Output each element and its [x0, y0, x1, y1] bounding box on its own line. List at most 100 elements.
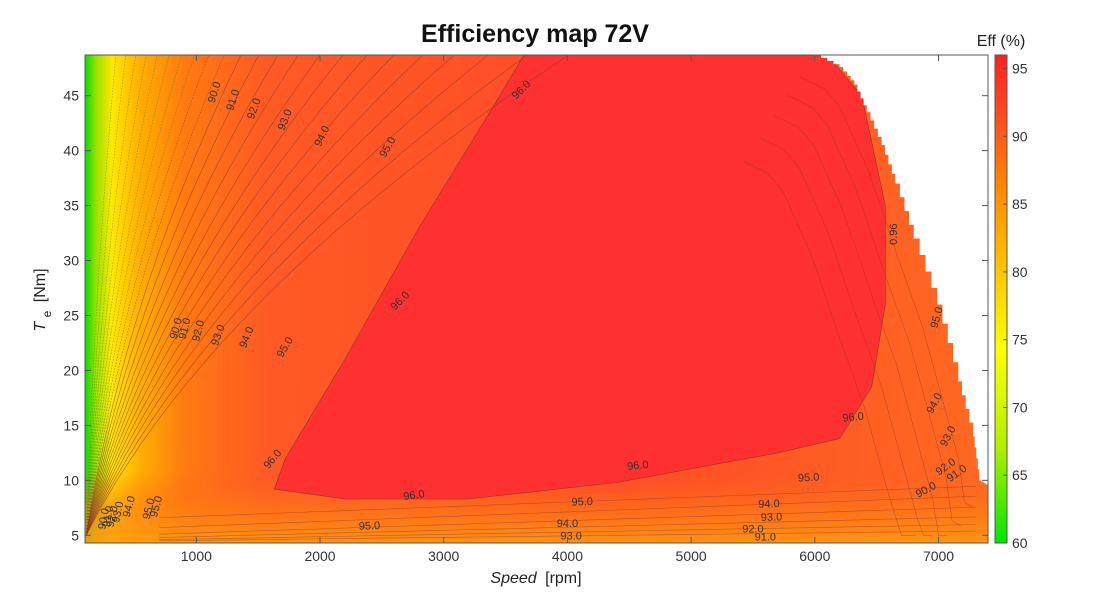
contour-label: 95.0: [929, 306, 946, 330]
svg-text:T e [Nm]: T e [Nm]: [32, 268, 55, 331]
contour-line: [85, 55, 489, 536]
y-axis-label: T e [Nm]: [32, 268, 55, 331]
contour-line: [85, 55, 279, 536]
contour-line: [85, 55, 394, 536]
contour-line: [85, 55, 170, 536]
contour-label: 95.0: [359, 520, 381, 533]
colorbar-tick-label: 85: [1012, 196, 1028, 212]
contour-line: [85, 55, 195, 536]
contour-line: [85, 55, 569, 536]
colorbar-tick-label: 70: [1012, 399, 1028, 415]
contour-line: [85, 55, 117, 536]
colorbar-ticks: 60 65 70 75 80 85 90 95: [1003, 61, 1028, 551]
contour-label: 91.0: [101, 505, 117, 528]
contour-line: [85, 55, 127, 536]
contour-label: 93.0: [560, 530, 581, 542]
x-tick-label: 7000: [923, 548, 954, 564]
y-tick-label: 15: [63, 417, 79, 433]
y-tick-label: 5: [71, 527, 79, 543]
y-tick-label: 10: [63, 472, 79, 488]
contour-line: [85, 55, 209, 536]
contour-line: [787, 95, 961, 527]
x-axis-label-name: Speed: [490, 570, 537, 587]
colorbar: [994, 54, 1008, 544]
x-tick-label: 5000: [676, 548, 707, 564]
colorbar-tick-label: 95: [1012, 61, 1028, 77]
max-torque-envelope: [814, 55, 988, 486]
contour-line: [85, 55, 528, 536]
efficiency-96-region: [273, 55, 886, 500]
colorbar-label: Eff (%): [977, 33, 1026, 50]
contour-line: [85, 55, 455, 536]
contour-label: 95.0: [141, 497, 158, 521]
colorbar-tick-label: 90: [1012, 128, 1028, 144]
y-axis-label-subscript: e: [40, 310, 54, 317]
contour-label: 92.0: [105, 505, 121, 528]
contour-line: [799, 76, 974, 509]
contour-label: 96.0: [842, 411, 865, 425]
contour-line: [85, 55, 225, 536]
contour-label: 95.0: [571, 496, 593, 509]
plot-frame: [84, 54, 989, 544]
contour-label: 94.0: [758, 498, 780, 511]
y-tick-label: 40: [63, 143, 79, 159]
y-axis: 5 10 15 20 25 30 35 40 45: [63, 88, 988, 543]
y-tick-label: 30: [63, 253, 79, 269]
contour-line: [85, 55, 147, 536]
contour-label: 92.0: [742, 524, 763, 536]
contour-line: [85, 55, 321, 536]
y-tick-label: 20: [63, 362, 79, 378]
contour-label: 95.0: [148, 495, 165, 519]
colorbar-tick-label: 80: [1012, 264, 1028, 280]
contour-line: [85, 55, 368, 536]
y-tick-label: 35: [63, 198, 79, 214]
contour-line: [773, 115, 948, 536]
contour-label: 90.0: [96, 507, 112, 530]
y-axis-label-symbol: T: [32, 321, 49, 332]
contour-label: 94.0: [557, 518, 578, 530]
contour-label: 0.96: [888, 223, 900, 244]
contour-label: 91.0: [755, 531, 776, 543]
x-axis-label-unit: [rpm]: [545, 570, 581, 587]
contour-line: [159, 530, 976, 542]
contour-label: 94.0: [121, 495, 138, 519]
contour-line: [85, 55, 260, 536]
contour-line: [85, 55, 299, 536]
contour-line: [85, 55, 182, 536]
contour-line: [159, 506, 976, 535]
colorbar-tick-label: 75: [1012, 332, 1028, 348]
contour-line: [85, 55, 423, 536]
contour-label: 96.0: [403, 488, 426, 503]
contour-label: 95.0: [798, 472, 820, 485]
contour-line: [159, 516, 976, 538]
y-axis-label-unit: [Nm]: [32, 268, 49, 302]
x-tick-label: 2000: [304, 548, 335, 564]
chart-title: Efficiency map 72V: [421, 20, 649, 48]
y-tick-label: 25: [63, 307, 79, 323]
contour-label: 92.0: [190, 319, 207, 343]
contour-line: [85, 55, 137, 536]
x-tick-label: 1000: [181, 548, 212, 564]
x-axis: 1000 2000 3000 4000 5000 6000 7000: [181, 55, 954, 564]
y-tick-label: 45: [63, 88, 79, 104]
contour-line: [85, 55, 242, 536]
contour-label: 96.0: [627, 459, 650, 473]
contour-lines: [85, 55, 976, 542]
contour-label: 93.0: [110, 500, 126, 523]
colorbar-tick-label: 65: [1012, 467, 1028, 483]
x-tick-label: 3000: [428, 548, 459, 564]
x-tick-label: 6000: [799, 548, 830, 564]
contour-line: [759, 137, 933, 536]
contour-label: 93.0: [761, 511, 783, 524]
contour-label: 91.0: [177, 317, 194, 341]
contour-line: [159, 486, 976, 518]
contour-line: [742, 160, 917, 536]
plot-area: 90.0 91.0 92.0 93.094.0 95.096.00.9690.091.0…: [85, 55, 988, 543]
contour-line: [159, 495, 976, 528]
contour-line: [85, 55, 344, 536]
contour-label: 90.0: [168, 317, 185, 341]
x-tick-label: 4000: [552, 548, 583, 564]
x-axis-label: Speed [rpm]: [490, 570, 581, 587]
colorbar-tick-label: 60: [1012, 535, 1028, 551]
